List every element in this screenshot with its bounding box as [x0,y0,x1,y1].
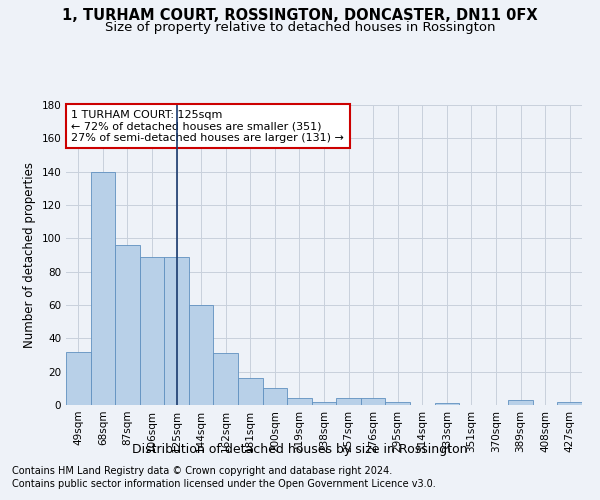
Bar [189,305,214,405]
Bar [287,398,312,405]
Bar [508,400,533,405]
Bar [312,402,336,405]
Text: Distribution of detached houses by size in Rossington: Distribution of detached houses by size … [132,442,468,456]
Bar [238,378,263,405]
Text: Contains public sector information licensed under the Open Government Licence v3: Contains public sector information licen… [12,479,436,489]
Text: Contains HM Land Registry data © Crown copyright and database right 2024.: Contains HM Land Registry data © Crown c… [12,466,392,476]
Bar [336,398,361,405]
Text: 1 TURHAM COURT: 125sqm
← 72% of detached houses are smaller (351)
27% of semi-de: 1 TURHAM COURT: 125sqm ← 72% of detached… [71,110,344,142]
Bar [263,388,287,405]
Text: Size of property relative to detached houses in Rossington: Size of property relative to detached ho… [105,21,495,34]
Bar [214,354,238,405]
Bar [434,404,459,405]
Bar [557,402,582,405]
Bar [385,402,410,405]
Text: 1, TURHAM COURT, ROSSINGTON, DONCASTER, DN11 0FX: 1, TURHAM COURT, ROSSINGTON, DONCASTER, … [62,8,538,22]
Bar [115,245,140,405]
Bar [361,398,385,405]
Bar [66,352,91,405]
Y-axis label: Number of detached properties: Number of detached properties [23,162,36,348]
Bar [91,172,115,405]
Bar [140,256,164,405]
Bar [164,256,189,405]
